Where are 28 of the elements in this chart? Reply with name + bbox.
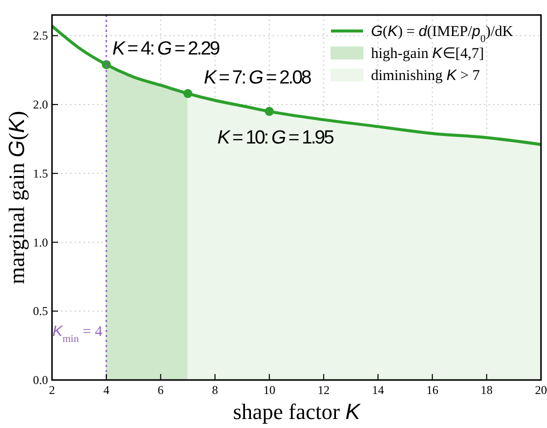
legend-label: high-gain K∈[4,7] — [371, 45, 484, 62]
x-tick-label: 12 — [318, 383, 330, 397]
x-tick-label: 4 — [103, 383, 110, 397]
y-axis-title: marginal gain G(K) — [4, 110, 29, 284]
x-tick-label: 20 — [535, 383, 547, 397]
y-tick-label: 1.5 — [33, 166, 48, 180]
annotation: K = 10: G = 1.95 — [217, 127, 334, 148]
y-tick-label: 0.5 — [33, 304, 48, 318]
y-tick-label: 0.0 — [33, 373, 48, 387]
y-tick-label: 1.0 — [33, 235, 48, 250]
legend-label: diminishing K > 7 — [371, 67, 480, 84]
annotation: K = 4: G = 2.29 — [112, 38, 220, 60]
point — [183, 89, 192, 98]
y-tick-label: 2.0 — [33, 98, 48, 112]
x-tick-label: 8 — [212, 383, 218, 397]
x-tick-label: 6 — [158, 383, 164, 397]
ref-line-label: K$_{min}$ = 4 — [52, 323, 103, 345]
line-series — [50, 24, 542, 146]
x-tick-label: 2 — [49, 383, 55, 397]
point — [264, 106, 274, 116]
x-tick-label: 18 — [480, 383, 493, 397]
annotation: K = 7: G = 2.08 — [204, 68, 312, 89]
y-tick-label: 2.5 — [33, 28, 48, 43]
x-tick-label: 14 — [372, 383, 384, 397]
x-tick-label: 10 — [263, 383, 276, 397]
x-axis-title: shape factor K — [232, 399, 362, 424]
text: G(K) = d(IMEP/p$_{0}$)/dK — [371, 23, 514, 44]
x-tick-label: 16 — [426, 383, 438, 397]
